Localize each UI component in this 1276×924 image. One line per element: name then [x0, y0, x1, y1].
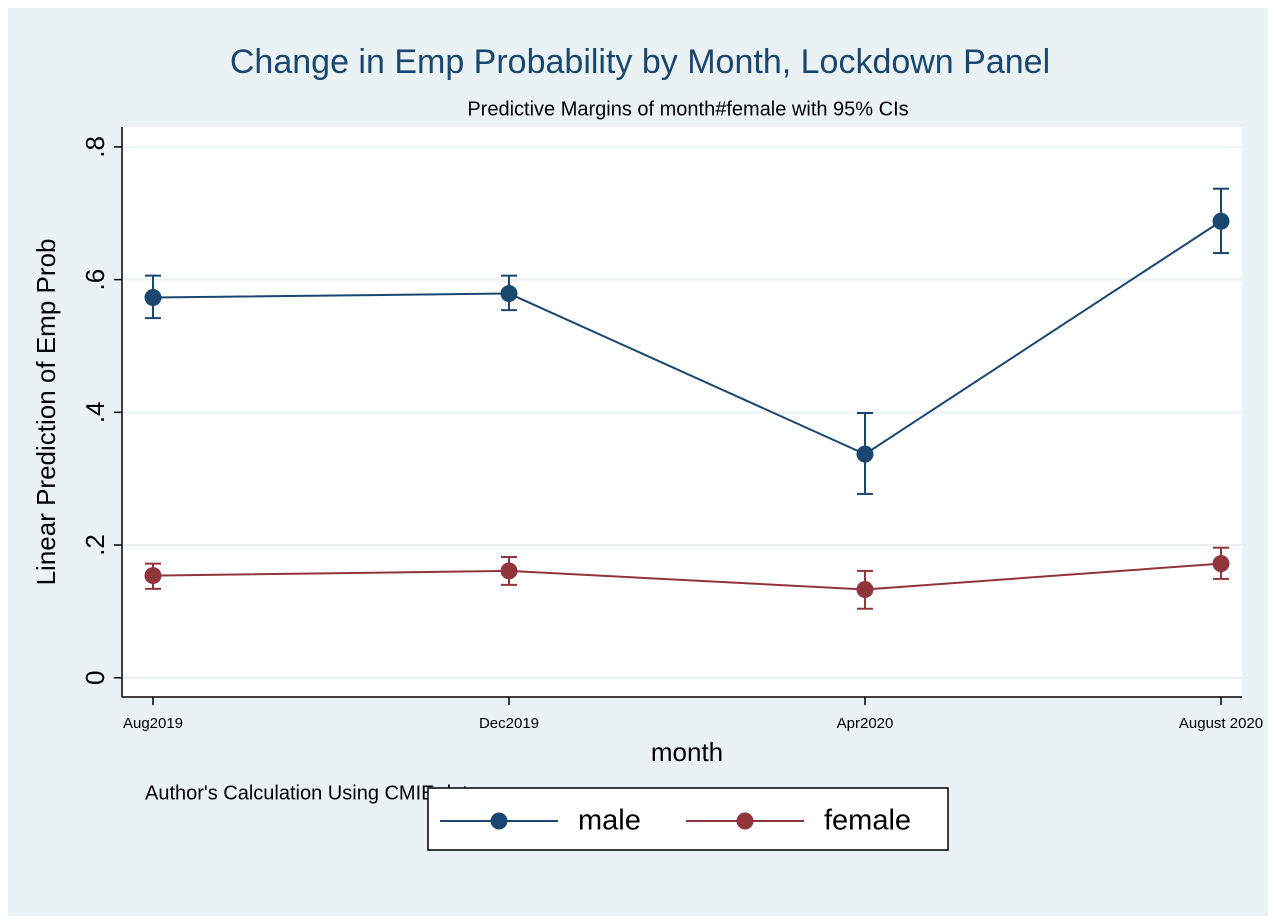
y-tick-label: .2 — [80, 534, 110, 556]
x-tick-label: Apr2020 — [837, 715, 894, 732]
series-line — [152, 562, 1222, 591]
y-tick-label: .4 — [80, 401, 110, 423]
legend-marker — [736, 812, 754, 830]
y-tick-label: 0 — [80, 671, 110, 685]
point — [144, 567, 162, 585]
x-tick-label: August 2020 — [1179, 715, 1263, 732]
point — [500, 562, 518, 580]
y-axis-title: Linear Prediction of Emp Prob — [31, 239, 61, 586]
series-line — [152, 220, 1222, 456]
x-tick-label: Dec2019 — [479, 715, 539, 732]
y-tick-label: .6 — [80, 269, 110, 291]
point — [500, 285, 518, 303]
point — [144, 289, 162, 307]
legend-label: female — [824, 805, 911, 837]
legend — [427, 787, 949, 851]
point — [856, 445, 874, 463]
x-axis-title: month — [651, 737, 723, 767]
point — [856, 581, 874, 599]
chart-subtitle: Predictive Margins of month#female with … — [467, 98, 908, 120]
point — [1212, 555, 1230, 573]
chart-title: Change in Emp Probability by Month, Lock… — [230, 43, 1050, 81]
note: Author's Calculation Using CMIE data — [145, 782, 480, 804]
legend-marker — [490, 812, 508, 830]
point — [1212, 212, 1230, 230]
x-tick-label: Aug2019 — [123, 715, 183, 732]
legend-label: male — [578, 805, 641, 837]
y-tick-label: .8 — [80, 136, 110, 158]
